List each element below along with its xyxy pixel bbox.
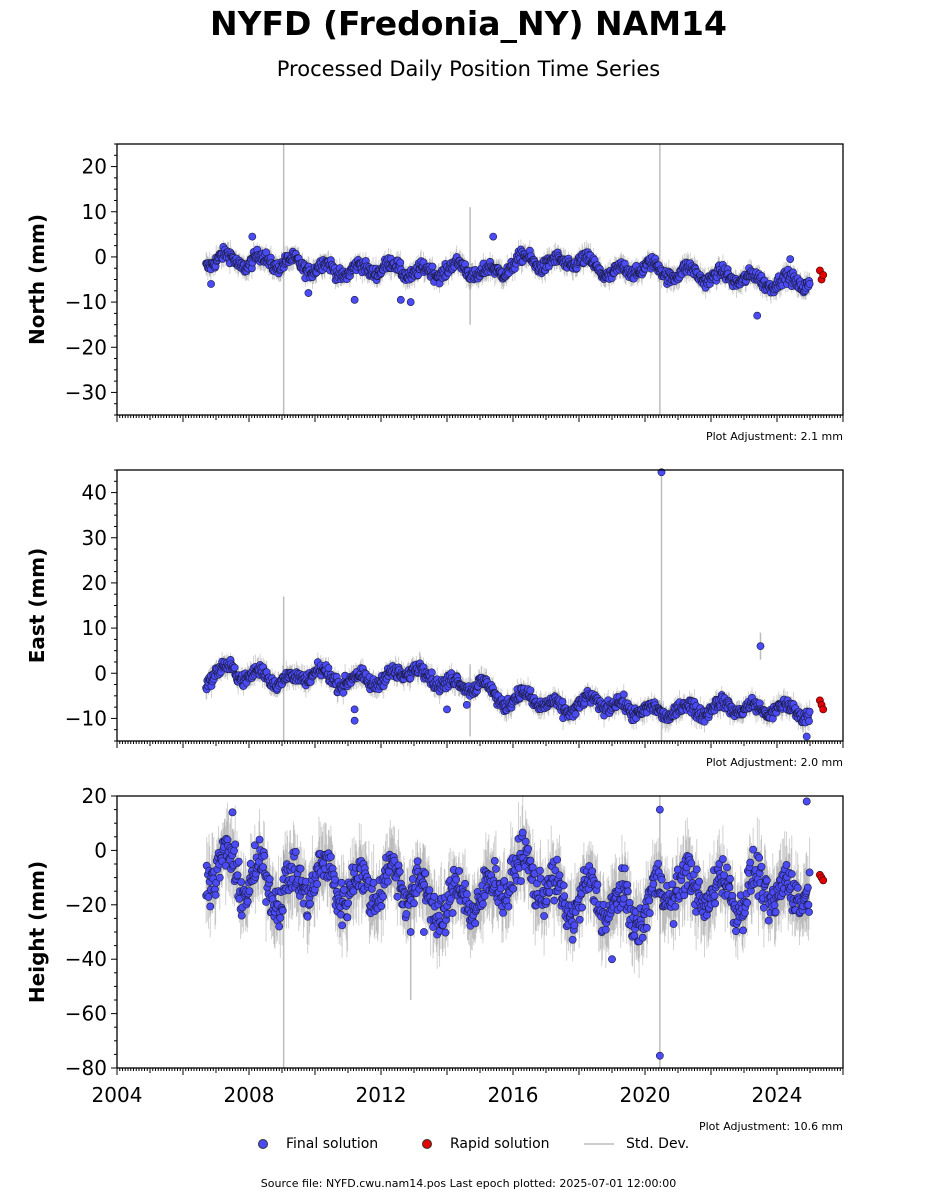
- final-solution-point: [396, 295, 405, 304]
- y-tick-label: 40: [82, 481, 107, 505]
- final-solution-point: [427, 668, 436, 677]
- plot-adjustment-label: Plot Adjustment: 2.0 mm: [706, 756, 843, 769]
- y-tick-label: −20: [65, 335, 107, 359]
- final-solution-point: [443, 705, 451, 714]
- chart-title: NYFD (Fredonia_NY) NAM14: [0, 4, 937, 43]
- final-solution-point: [619, 690, 628, 699]
- final-solution-point: [756, 642, 765, 651]
- y-tick-label: −10: [65, 706, 107, 730]
- y-tick-label: 0: [94, 245, 107, 269]
- final-solution-point: [406, 298, 415, 306]
- final-solution-point: [396, 258, 405, 267]
- final-solution-point: [350, 716, 359, 725]
- final-solution-point: [350, 295, 359, 304]
- final-solution-point: [304, 289, 313, 297]
- final-solution-point: [489, 232, 498, 241]
- final-solution-point: [802, 732, 811, 741]
- final-solution-point: [339, 688, 348, 697]
- y-tick-label: −30: [65, 380, 107, 404]
- final-solution-point: [786, 255, 795, 264]
- final-solution-point: [207, 280, 215, 288]
- final-solution-point: [248, 232, 257, 241]
- final-solution-point: [805, 717, 813, 725]
- y-tick-label: −10: [65, 290, 107, 314]
- y-tick-label: 10: [82, 616, 107, 640]
- rapid-solution-point: [819, 271, 828, 279]
- final-solution-point: [350, 705, 359, 714]
- y-tick-label: 20: [82, 155, 107, 179]
- rapid-solution-point: [819, 705, 828, 714]
- y-tick-label: 0: [94, 661, 107, 685]
- final-solution-point: [805, 707, 814, 716]
- final-solution-point: [805, 279, 814, 288]
- y-tick-label: 20: [82, 571, 107, 595]
- final-solution-point: [230, 663, 239, 672]
- plot-adjustment-label: Plot Adjustment: 2.1 mm: [706, 430, 843, 443]
- y-axis-label: East (mm): [25, 548, 49, 664]
- chart-subtitle: Processed Daily Position Time Series: [0, 57, 937, 81]
- y-tick-label: 10: [82, 200, 107, 224]
- axes-frame: [116, 469, 844, 742]
- y-axis-label: North (mm): [25, 214, 49, 345]
- final-solution-point: [571, 710, 580, 719]
- final-solution-point: [558, 697, 567, 706]
- final-solution-point: [526, 686, 535, 695]
- y-tick-label: 30: [82, 526, 107, 550]
- final-solution-point: [462, 700, 471, 709]
- final-solution-point: [753, 311, 762, 320]
- final-solution-point: [324, 664, 333, 672]
